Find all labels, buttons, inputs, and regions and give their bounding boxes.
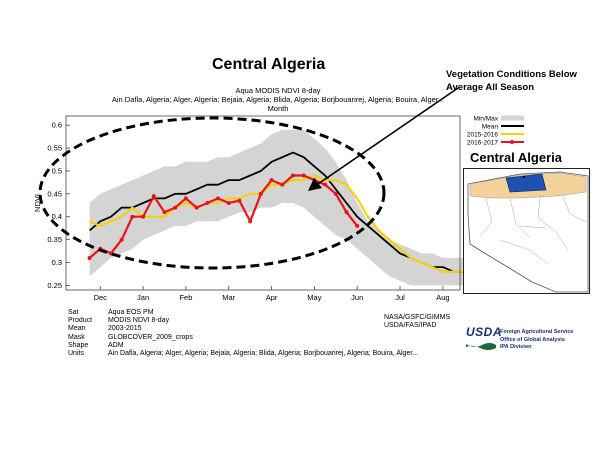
- series-point-2016-2017: [162, 210, 167, 215]
- y-tick-label: 0.5: [52, 166, 62, 175]
- credit-nasa: NASA/GSFC/GIMMS: [384, 314, 451, 321]
- series-point-2016-2017: [258, 191, 263, 196]
- usda-line-oga: Office of Global Analysis: [500, 336, 565, 343]
- callout-text: Vegetation Conditions Below Average All …: [446, 69, 577, 93]
- series-point-2016-2017: [237, 198, 242, 203]
- usda-logo-text: USDA: [466, 325, 503, 339]
- legend-label-mean: Mean: [482, 124, 499, 131]
- map-title: Central Algeria: [470, 150, 562, 165]
- series-point-2016-2017: [290, 173, 295, 178]
- algeria-outline: [467, 171, 589, 293]
- meta-key-sat: Sat: [68, 309, 79, 316]
- series-point-2016-2017: [226, 201, 231, 205]
- y-tick-label: 0.45: [47, 189, 62, 198]
- x-tick-label: Jun: [351, 293, 363, 302]
- series-point-2016-2017: [130, 214, 135, 219]
- series-point-2016-2017: [280, 182, 285, 187]
- series-point-2016-2017: [173, 205, 178, 210]
- usda-line-fas: Foreign Agricultural Service: [500, 329, 574, 335]
- y-tick-label: 0.6: [52, 121, 62, 130]
- series-point-2016-2017: [344, 210, 349, 215]
- central-region-highlight: [505, 173, 547, 193]
- meta-key-mean: Mean: [68, 325, 86, 333]
- series-point-2016-2017: [301, 173, 306, 178]
- y-axis-label: NDVI: [33, 194, 42, 212]
- series-point-2016-2017: [323, 182, 328, 187]
- callout-arrowhead: [308, 178, 322, 191]
- usda-agency-text: Foreign Agricultural Service Office of G…: [500, 329, 573, 352]
- chart-subtitle-regions: Ain Dafla, Algeria; Alger, Algeria; Beja…: [111, 95, 445, 104]
- meta-value-shape: ADM: [108, 341, 124, 349]
- x-tick-label: Feb: [179, 293, 192, 302]
- usda-line-ipad: IPA Division: [500, 344, 532, 350]
- x-tick-label: May: [307, 293, 321, 302]
- meta-value-mean: 2003-2015: [108, 325, 142, 333]
- capital-dot: [522, 175, 526, 179]
- minmax-band: [89, 129, 475, 286]
- series-point-2016-2017: [194, 205, 199, 210]
- series-point-2016-2017: [119, 237, 124, 242]
- series-point-2016-2017: [141, 214, 146, 219]
- x-tick-label: Mar: [222, 293, 235, 302]
- chart-subtitle-product: Aqua MODIS NDVI 8-day: [235, 86, 321, 95]
- legend-label-2015-2016: 2015-2016: [467, 132, 498, 139]
- y-tick-label: 0.4: [52, 212, 62, 221]
- meta-key-product: Product: [68, 317, 93, 325]
- meta-value-units: Ain Dafla, Algeria; Alger, Algeria; Beja…: [108, 350, 419, 358]
- usda-logo: USDA: [466, 325, 503, 357]
- meta-value-sat: Aqua EOS PM: [108, 309, 154, 316]
- x-tick-label: Jul: [395, 293, 405, 302]
- meta-key-units: Units: [68, 350, 84, 358]
- x-tick-label: Dec: [94, 293, 108, 302]
- plot-frame: [65, 115, 461, 291]
- series-point-2016-2017: [183, 196, 188, 201]
- y-tick-label: 0.25: [47, 281, 62, 290]
- series-point-2016-2017: [355, 223, 360, 228]
- page-title: Central Algeria: [212, 56, 326, 73]
- meta-key-shape: Shape: [68, 341, 89, 349]
- legend-label-min-max: Min/Max: [473, 116, 498, 123]
- metadata-values: Aqua EOS PM MODIS NDVI 8-day 2003-2015 G…: [108, 309, 418, 358]
- metadata-keys: Sat Product Mean Mask Shape Units: [68, 309, 92, 358]
- meta-value-mask: GLOBCOVER_2009_crops: [108, 333, 193, 341]
- series-point-2016-2017: [216, 196, 221, 201]
- series-point-2016-2017: [87, 255, 92, 260]
- y-tick-label: 0.55: [47, 144, 62, 153]
- series-point-2016-2017: [333, 191, 338, 196]
- series-point-2016-2017: [205, 201, 210, 205]
- series-point-2016-2017: [269, 178, 274, 183]
- y-tick-label: 0.35: [47, 235, 62, 244]
- credit-usda: USDA/FAS/IPAD: [384, 322, 437, 330]
- series-point-2016-2017: [248, 219, 253, 224]
- meta-value-product: MODIS NDVI 8-day: [108, 317, 170, 325]
- x-tick-label: Aug: [436, 293, 449, 302]
- legend-marker-2016-2017: [510, 140, 514, 144]
- province-boundaries: [479, 193, 587, 265]
- x-tick-label: Apr: [266, 293, 278, 302]
- y-tick-label: 0.3: [52, 258, 62, 267]
- series-point-2016-2017: [151, 194, 156, 199]
- chart-subtitle-axis: Month: [267, 104, 289, 113]
- legend-label-2016-2017: 2016-2017: [467, 140, 498, 147]
- meta-key-mask: Mask: [68, 333, 85, 341]
- callout-arrow: [317, 87, 459, 185]
- credits: NASA/GSFC/GIMMS USDA/FAS/IPAD: [384, 314, 450, 330]
- usda-logo-waves: [466, 343, 496, 350]
- callout-ellipse: [38, 116, 386, 270]
- x-tick-label: Jan: [137, 293, 149, 302]
